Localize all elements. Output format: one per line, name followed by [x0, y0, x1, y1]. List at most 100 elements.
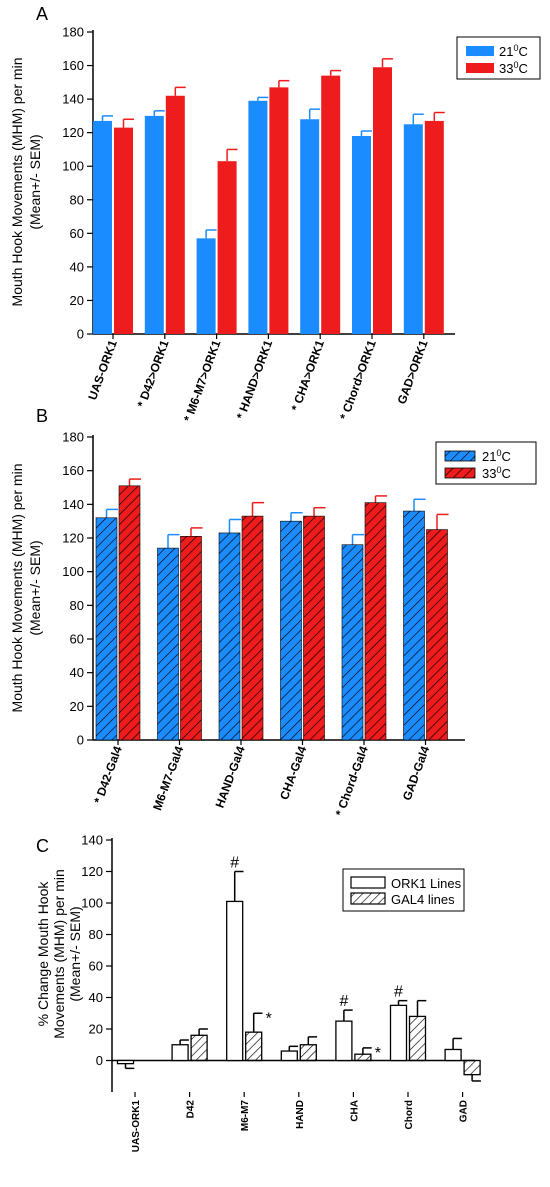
panel-a-bar-cha-ork1-33 — [321, 75, 341, 334]
panel-b-ylabel: Mouth Hook Movements (MHM) per min — [9, 464, 25, 713]
panel-b-bar-m6-m7-gal4-21-hatch — [157, 547, 179, 741]
panel-c-category-label: GAD — [459, 1100, 470, 1122]
panel-a-bar-m6-m7-ork1-21 — [196, 238, 216, 334]
panel-b-category-label: HAND-Gal4 — [213, 744, 248, 810]
panel-b-legend-label-33: 330C — [482, 465, 511, 481]
panel-b-bar-d42-gal4-21-hatch — [95, 517, 118, 741]
panel-a-bar-uas-ork1-21 — [93, 120, 112, 334]
panel-a-legend-label-21: 210C — [499, 43, 528, 59]
panel-b-bar-hand-gal4-21-hatch — [218, 532, 241, 741]
panel-b-category-label: * Chord-Gal4 — [333, 744, 371, 818]
panel-c-ylabel: % Change Mouth Hook — [35, 881, 51, 1027]
panel-b-bar-d42-gal4-33-hatch — [118, 485, 141, 741]
panel-c-y-tick-label: 60 — [89, 959, 103, 974]
panel-a-y-tick-label: 120 — [62, 125, 84, 140]
panel-c-annotation-m6-m7-hash: # — [230, 855, 239, 872]
panel-c-category-label: Chord — [404, 1100, 415, 1129]
panel-c-legend-label-gal4: GAL4 lines — [391, 892, 455, 907]
panel-b-legend-swatch-21-hatch — [444, 450, 476, 462]
panel-c-bar-gad-ork1-lines — [444, 1048, 462, 1062]
panel-c: C % Change Mouth Hook Movements (MHM) pe… — [35, 833, 481, 1153]
panel-c-y-tick-label: 20 — [89, 1022, 103, 1037]
panel-c-category-label: CHA — [349, 1100, 360, 1122]
panel-b-bar-cha-gal4-33-hatch — [303, 515, 325, 741]
panel-b-legend-label-21: 210C — [482, 448, 511, 464]
panel-a: A Mouth Hook Movements (MHM) per min (Me… — [9, 4, 541, 424]
panel-c-category-label: HAND — [295, 1100, 306, 1129]
panel-c-ylabel-2: Movements (MHM) per min — [51, 869, 67, 1039]
panel-a-y-tick-label: 80 — [70, 192, 84, 207]
panel-b-y-tick-label: 0 — [77, 733, 84, 748]
panel-b-bar-chord-gal4-21-hatch — [341, 544, 364, 741]
panel-b-y-tick-label: 40 — [70, 665, 84, 680]
panel-b-ylabel-2: (Mean+/- SEM) — [27, 540, 43, 635]
panel-b-y-tick-label: 140 — [62, 497, 84, 512]
panel-a-y-tick-label: 140 — [62, 92, 84, 107]
panel-c-annotation-chord-hash: # — [394, 984, 403, 1001]
panel-a-bar-hand-ork1-33 — [269, 87, 289, 334]
panel-c-annotation-cha-hash: # — [339, 993, 348, 1010]
panel-c-legend-swatch-ork1 — [350, 876, 386, 889]
panel-c-bar-cha-gal4-lines — [354, 1053, 372, 1062]
panel-a-bar-chord-ork1-33 — [373, 67, 392, 334]
panel-c-bar-hand-gal4-lines — [299, 1044, 317, 1062]
panel-b: B Mouth Hook Movements (MHM) per min (Me… — [9, 406, 537, 818]
panel-b-y-tick-label: 160 — [62, 463, 84, 478]
panel-a-y-tick-label: 180 — [62, 25, 84, 40]
panel-c-y-tick-label: 0 — [96, 1053, 103, 1068]
panel-a-y-tick-label: 100 — [62, 159, 84, 174]
panel-c-annotation-m6-m7-star: * — [266, 1010, 272, 1027]
panel-a-category-label: UAS-ORK1 — [85, 338, 120, 402]
panel-b-category-label: GAD-Gal4 — [400, 744, 433, 802]
panel-c-annotation-cha-star: * — [375, 1045, 381, 1062]
panel-c-y-tick-label: 80 — [89, 927, 103, 942]
panel-a-y-tick-label: 160 — [62, 58, 84, 73]
panel-c-label: C — [36, 836, 49, 856]
panel-b-bar-hand-gal4-33-hatch — [241, 515, 264, 741]
panel-b-legend: 210C 330C — [435, 441, 537, 485]
panel-a-label: A — [36, 4, 48, 24]
panel-a-category-label: * CHA>ORK1 — [288, 338, 327, 413]
panel-a-bar-gad-ork1-21 — [403, 124, 423, 335]
panel-c-legend-swatch-gal4 — [350, 892, 386, 905]
panel-a-category-label: * Chord>ORK1 — [337, 338, 379, 422]
panel-c-bar-m6-m7-ork1-lines — [226, 900, 244, 1062]
panel-b-bar-chord-gal4-33-hatch — [364, 502, 387, 741]
panel-a-legend-swatch-21 — [466, 46, 494, 56]
panel-c-category-label: UAS-ORK1 — [131, 1100, 142, 1153]
panel-c-y-tick-label: 140 — [81, 833, 103, 848]
panel-c-bar-gad-gal4-lines — [463, 1059, 481, 1076]
panel-a-category-label: GAD>ORK1 — [395, 338, 431, 406]
panel-c-y-tick-label: 100 — [81, 896, 103, 911]
panel-c-category-label: D42 — [186, 1100, 197, 1119]
panel-b-category-label: CHA-Gal4 — [277, 744, 309, 802]
panel-a-bar-uas-ork1-33 — [114, 127, 133, 334]
panel-c-legend: ORK1 Lines GAL4 lines — [342, 868, 465, 912]
panel-c-y-tick-label: 120 — [81, 864, 103, 879]
panel-c-bar-chord-ork1-lines — [389, 1004, 408, 1062]
panel-c-legend-label-ork1: ORK1 Lines — [391, 876, 462, 891]
panel-a-bar-gad-ork1-33 — [424, 120, 444, 334]
panel-a-category-label: * M6-M7>ORK1 — [181, 338, 224, 424]
panel-b-category-label: * D42-Gal4 — [91, 744, 125, 806]
panel-b-y-tick-label: 80 — [70, 598, 84, 613]
panel-b-category-label: M6-M7-Gal4 — [150, 744, 186, 812]
panel-b-y-tick-label: 60 — [70, 632, 84, 647]
panel-b-y-tick-label: 180 — [62, 430, 84, 445]
panel-a-y-tick-label: 0 — [77, 327, 84, 342]
panel-c-bar-chord-gal4-lines — [408, 1015, 427, 1062]
panel-c-ylabel-3: (Mean+/- SEM) — [67, 906, 83, 1001]
panel-b-legend-swatch-33-hatch — [444, 467, 476, 479]
panel-a-category-label: * D42>ORK1 — [134, 338, 171, 409]
panel-a-ylabel: Mouth Hook Movements (MHM) per min — [9, 58, 25, 307]
panel-b-y-tick-label: 20 — [70, 699, 84, 714]
panel-b-bar-cha-gal4-21-hatch — [280, 520, 302, 741]
panel-c-bar-cha-ork1-lines — [335, 1020, 353, 1062]
panel-a-bar-d42-ork1-33 — [165, 95, 185, 334]
panel-b-bar-gad-gal4-33-hatch — [426, 529, 448, 741]
panel-a-y-tick-label: 60 — [70, 226, 84, 241]
panel-c-category-label: M6-M7 — [240, 1100, 251, 1132]
panel-c-y-tick-label: 40 — [89, 990, 103, 1005]
panel-b-label: B — [36, 406, 48, 426]
